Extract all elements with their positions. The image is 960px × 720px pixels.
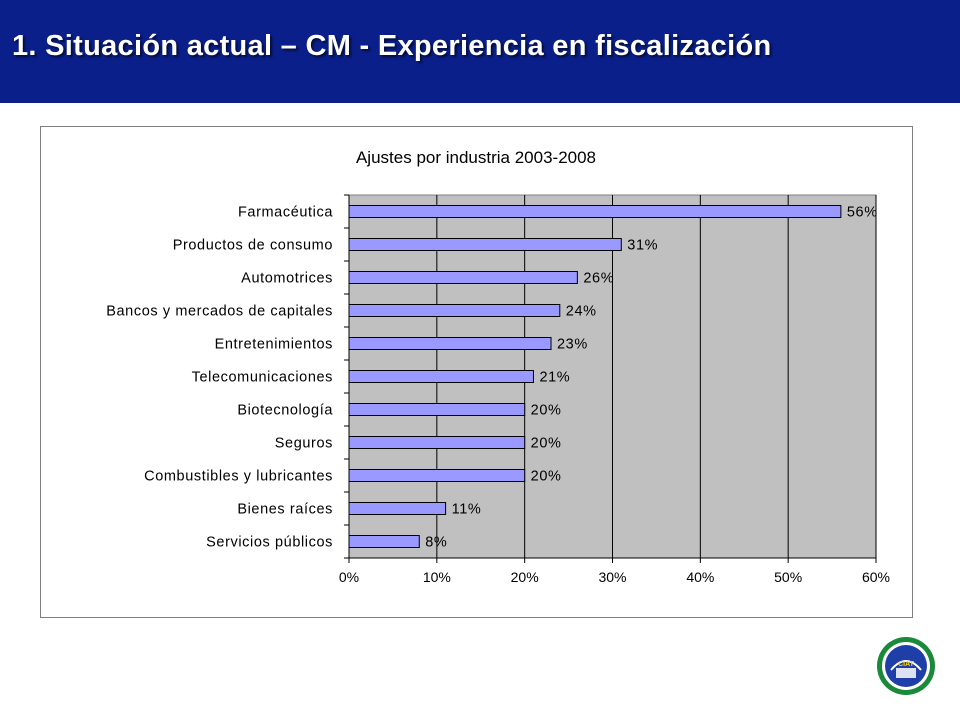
bar [348, 304, 561, 317]
chart-title: Ajustes por industria 2003-2008 [356, 148, 596, 167]
x-tick-label: 50% [774, 569, 802, 585]
category-label: Automotrices [241, 271, 333, 287]
category-label: Combustibles y lubricantes [144, 469, 333, 485]
data-label: 20% [531, 403, 562, 419]
category-label: Bancos y mercados de capitales [106, 304, 333, 320]
bar [348, 436, 526, 449]
bar [348, 370, 534, 383]
category-label: Bienes raíces [237, 502, 333, 518]
bar [348, 535, 420, 548]
data-label: 24% [566, 304, 597, 320]
category-label: Productos de consumo [173, 238, 333, 254]
bar [348, 337, 552, 350]
bar [348, 502, 447, 515]
data-label: 20% [531, 436, 562, 452]
data-label: 23% [557, 337, 588, 353]
svg-text:CIAT: CIAT [898, 661, 915, 668]
bar [348, 238, 622, 251]
data-label: 8% [425, 535, 447, 551]
data-label: 20% [531, 469, 562, 485]
bar [348, 469, 526, 482]
data-label: 11% [452, 502, 482, 518]
category-label: Biotecnología [237, 403, 333, 419]
x-tick-label: 0% [339, 569, 359, 585]
data-label: 26% [583, 271, 614, 287]
data-label: 31% [627, 238, 658, 254]
category-label: Telecomunicaciones [192, 370, 333, 386]
data-label: 56% [847, 205, 878, 221]
bar [348, 403, 526, 416]
x-tick-label: 60% [862, 569, 890, 585]
circular-seal-logo: CIAT [877, 637, 935, 695]
bar [348, 271, 578, 284]
x-tick-label: 20% [511, 569, 539, 585]
x-tick-label: 40% [686, 569, 714, 585]
slide-title: 1. Situación actual – CM - Experiencia e… [12, 30, 772, 62]
slide-header: 1. Situación actual – CM - Experiencia e… [0, 0, 960, 103]
bar-chart: Ajustes por industria 2003-2008 0% 10% 20%… [106, 148, 890, 585]
category-label: Entretenimientos [215, 337, 333, 353]
chart-frame: Ajustes por industria 2003-2008 0% 10% 20%… [40, 126, 913, 618]
x-tick-label: 10% [423, 569, 451, 585]
category-label: Seguros [275, 436, 333, 452]
category-label: Farmacéutica [238, 205, 333, 221]
category-label: Servicios públicos [206, 535, 333, 551]
bar [348, 205, 842, 218]
x-tick-label: 30% [598, 569, 626, 585]
data-label: 21% [539, 370, 570, 386]
